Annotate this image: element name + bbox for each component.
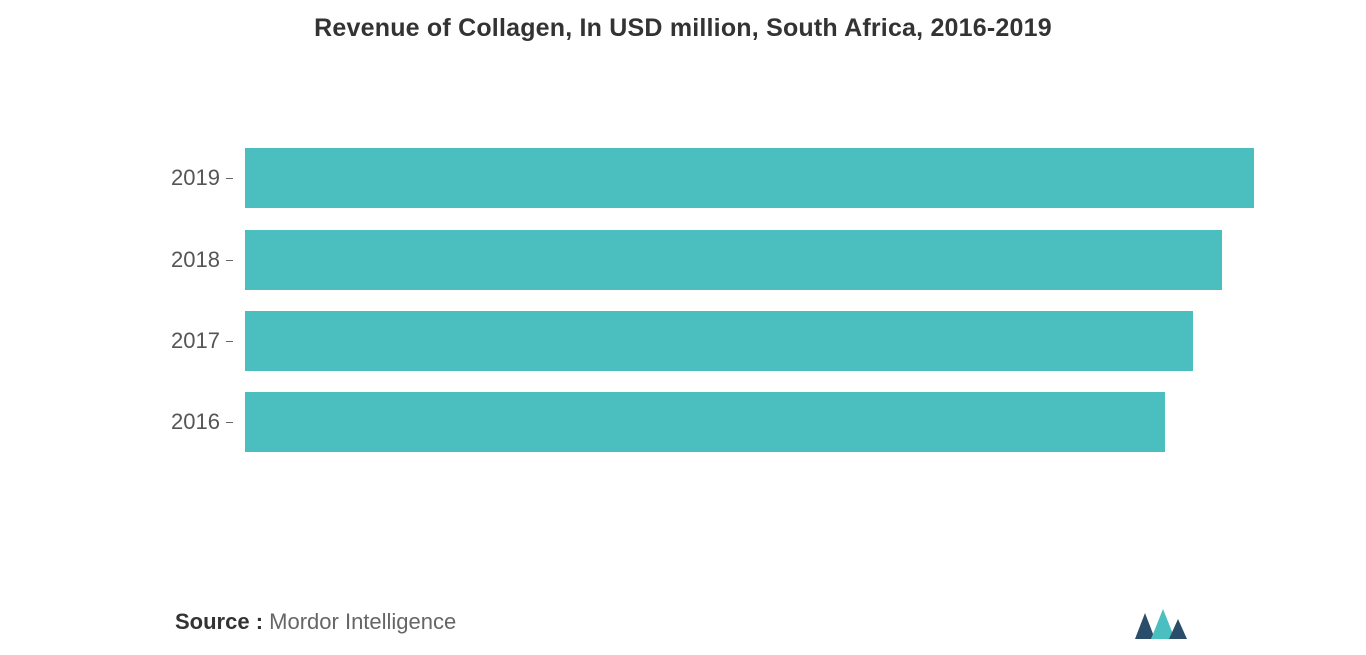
bar-row: 2018 xyxy=(245,230,1313,290)
logo-shape-1 xyxy=(1135,613,1155,639)
y-axis-label: 2017 xyxy=(171,328,233,354)
bar xyxy=(245,392,1165,452)
plot-area: 2019 2018 2017 2016 xyxy=(245,130,1313,470)
y-axis-label: 2019 xyxy=(171,165,233,191)
bar-row: 2017 xyxy=(245,311,1313,371)
source-value: Mordor Intelligence xyxy=(269,609,456,634)
logo-shape-3 xyxy=(1169,619,1187,639)
source-label: Source : xyxy=(175,609,263,634)
y-axis-label: 2018 xyxy=(171,247,233,273)
bar-row: 2016 xyxy=(245,392,1313,452)
bar-row: 2019 xyxy=(245,148,1313,208)
source-line: Source : Mordor Intelligence xyxy=(175,609,456,635)
bar xyxy=(245,230,1222,290)
bar xyxy=(245,148,1254,208)
bar xyxy=(245,311,1193,371)
chart-container: Revenue of Collagen, In USD million, Sou… xyxy=(0,0,1366,655)
mordor-logo-icon xyxy=(1131,607,1191,643)
y-axis-label: 2016 xyxy=(171,409,233,435)
chart-title: Revenue of Collagen, In USD million, Sou… xyxy=(0,0,1366,43)
